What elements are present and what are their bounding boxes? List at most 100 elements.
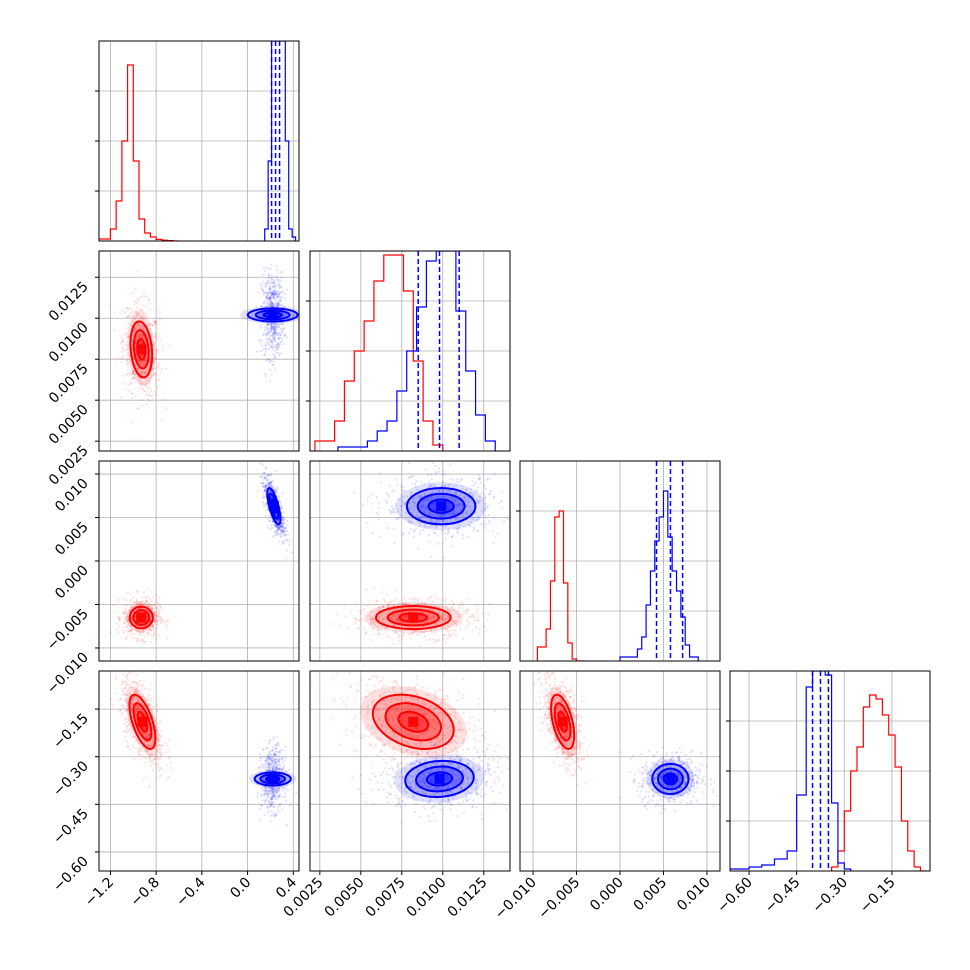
sample-point	[125, 349, 128, 352]
sample-point	[424, 526, 427, 529]
sample-point	[273, 791, 276, 794]
sample-point	[388, 604, 391, 607]
sample-point	[285, 557, 288, 560]
sample-point	[416, 602, 420, 605]
sample-point	[471, 494, 475, 497]
sample-point	[452, 509, 455, 512]
sample-point	[379, 606, 382, 609]
sample-point	[272, 289, 275, 292]
sample-point	[143, 372, 146, 375]
sample-point	[273, 294, 276, 297]
sample-point	[124, 680, 128, 684]
sample-point	[153, 632, 156, 635]
sample-point	[265, 487, 268, 490]
sample-point	[137, 603, 140, 606]
sample-point	[146, 737, 149, 740]
sample-point	[281, 526, 284, 529]
sample-point	[458, 625, 461, 628]
sample-point	[281, 525, 284, 528]
sample-point	[439, 515, 442, 518]
sample-point	[130, 605, 133, 608]
sample-point	[278, 767, 281, 771]
sample-point	[143, 359, 146, 362]
sample-point	[123, 611, 126, 614]
sample-point	[282, 343, 285, 346]
sample-point	[274, 293, 277, 296]
sample-point	[270, 792, 273, 795]
sample-point	[269, 490, 272, 493]
sample-point	[152, 374, 155, 377]
sample-point	[137, 708, 140, 711]
sample-point	[270, 294, 273, 297]
sample-point	[132, 320, 135, 323]
sample-point	[443, 473, 446, 476]
sample-point	[272, 364, 275, 367]
sample-point	[119, 653, 121, 655]
sample-point	[405, 616, 408, 619]
sample-point	[267, 474, 270, 477]
sample-point	[261, 474, 264, 477]
sample-point	[140, 404, 143, 407]
sample-point	[460, 484, 463, 487]
density-peak-red	[137, 716, 148, 727]
sample-point	[148, 328, 151, 331]
sample-point	[125, 612, 128, 615]
sample-point	[267, 800, 270, 803]
sample-point	[125, 630, 128, 633]
sample-point	[270, 796, 273, 799]
sample-point	[281, 757, 284, 760]
sample-point	[118, 618, 121, 621]
sample-point	[276, 525, 279, 528]
sample-point	[132, 633, 135, 636]
sample-point	[401, 634, 405, 637]
sample-point	[271, 305, 274, 308]
sample-point	[262, 348, 265, 351]
sample-point	[135, 687, 138, 690]
sample-point	[116, 616, 119, 619]
sample-point	[275, 534, 278, 537]
sample-point	[466, 608, 469, 612]
sample-point	[363, 627, 366, 630]
sample-point	[437, 520, 440, 523]
sample-point	[275, 524, 278, 527]
sample-point	[277, 336, 280, 340]
hist-panel-3	[726, 670, 931, 872]
sample-point	[135, 707, 138, 711]
sample-point	[271, 520, 274, 523]
sample-point	[276, 293, 279, 296]
sample-point	[135, 314, 138, 317]
sample-point	[452, 485, 455, 488]
sample-point	[447, 616, 450, 619]
sample-point	[268, 274, 271, 277]
sample-point	[273, 490, 276, 493]
sample-point	[130, 736, 133, 740]
sample-point	[134, 328, 137, 331]
sample-point	[120, 714, 123, 717]
sample-point	[480, 510, 483, 513]
sample-point	[265, 788, 268, 791]
sample-point	[377, 615, 381, 619]
sample-point	[138, 698, 141, 701]
sample-point	[273, 285, 277, 288]
sample-point	[437, 470, 440, 473]
sample-point	[142, 371, 145, 374]
sample-point	[265, 501, 268, 504]
sample-point	[490, 602, 493, 606]
sample-point	[271, 291, 274, 294]
sample-point	[268, 800, 271, 803]
sample-point	[368, 614, 371, 618]
sample-point	[146, 743, 149, 746]
sample-point	[275, 766, 278, 769]
sample-point	[450, 535, 453, 539]
sample-point	[479, 476, 482, 479]
sample-point	[446, 637, 449, 640]
sample-point	[158, 751, 162, 754]
sample-point	[278, 794, 281, 798]
sample-point	[267, 481, 270, 484]
sample-point	[142, 641, 146, 644]
sample-point	[398, 601, 401, 604]
sample-point	[476, 498, 479, 501]
sample-point	[143, 741, 146, 744]
sample-point	[283, 292, 286, 295]
sample-point	[126, 694, 129, 697]
